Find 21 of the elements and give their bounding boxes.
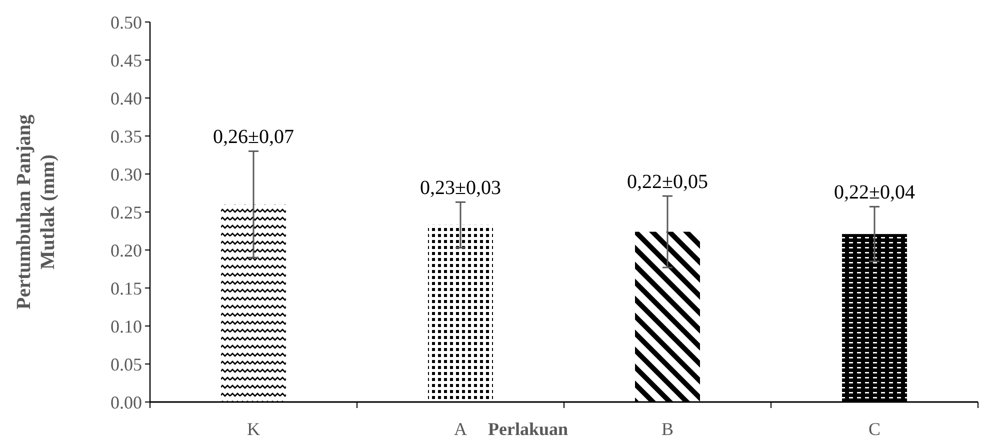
data-label: 0,22±0,05 <box>627 171 708 194</box>
y-tick-label: 0.20 <box>110 240 142 260</box>
x-tick-label: A <box>454 419 467 439</box>
y-tick-label: 0.25 <box>110 202 142 222</box>
data-label: 0,23±0,03 <box>420 177 501 200</box>
y-tick-label: 0.50 <box>110 12 142 32</box>
y-tick-label: 0.30 <box>110 164 142 184</box>
x-tick-label: C <box>868 419 881 439</box>
data-label: 0,22±0,04 <box>834 182 915 204</box>
y-tick-label: 0.10 <box>110 316 142 336</box>
x-tick-label: K <box>247 419 260 439</box>
y-axis-title: Pertumbuhan Panjang Mutlak (mm) <box>13 114 59 310</box>
x-tick-label: B <box>661 419 674 439</box>
y-tick-label: 0.05 <box>110 354 142 374</box>
y-tick-label: 0.15 <box>110 278 142 298</box>
data-label: 0,26±0,07 <box>213 126 294 148</box>
y-tick-label: 0.35 <box>110 126 142 146</box>
y-tick-label: 0.00 <box>110 392 142 412</box>
x-axis-title: Perlakuan <box>488 419 568 439</box>
y-tick-label: 0.40 <box>110 88 142 108</box>
y-tick-label: 0.45 <box>110 50 142 70</box>
